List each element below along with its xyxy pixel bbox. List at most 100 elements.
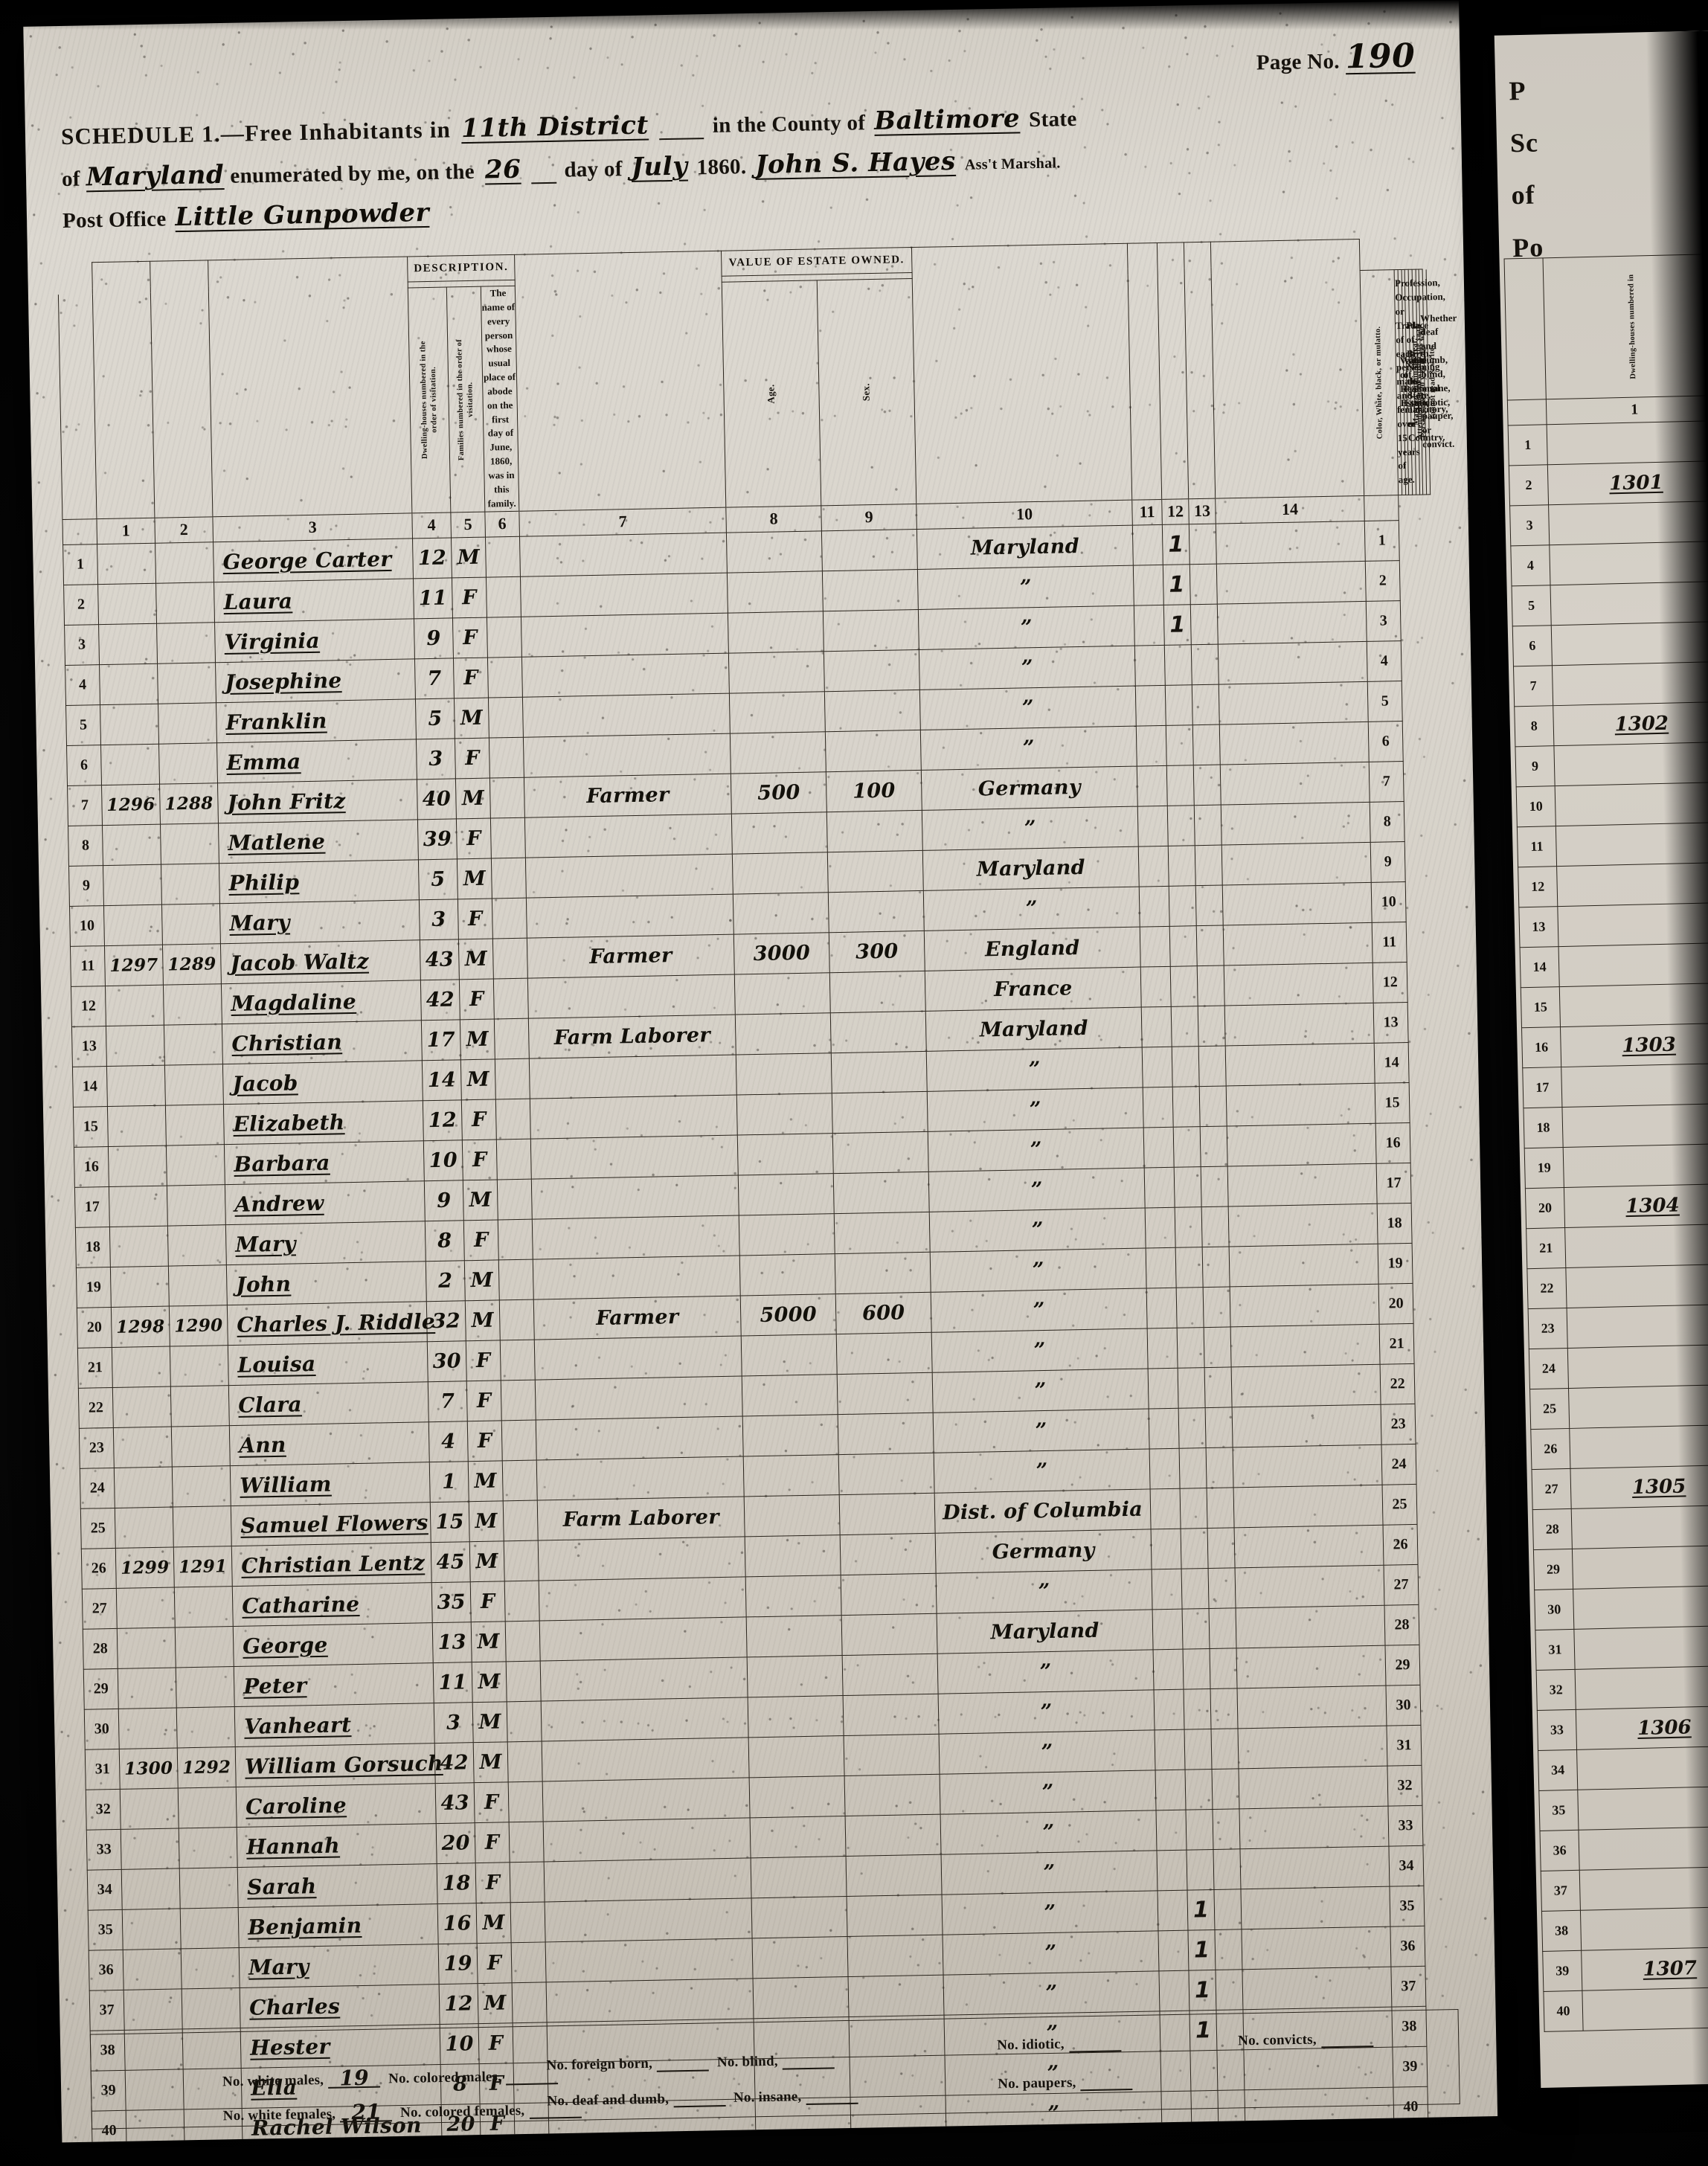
row-number-right: 30 [1386,1684,1422,1726]
row-number: 28 [83,1627,118,1669]
adjacent-table-row: 38 [1541,1906,1708,1952]
defective-status [1229,1243,1379,1287]
family-number [170,1345,229,1386]
row-number-right: 24 [1381,1443,1417,1485]
person-occupation [520,572,728,617]
person-age: 35 [431,1581,472,1623]
dwelling-number [115,1506,174,1548]
cannot-read-write [1192,684,1220,725]
tally-insane-label: No. insane, [733,2089,802,2106]
tally-deaf-dumb-label: No. deaf and dumb, [547,2091,670,2109]
person-color [510,1861,545,1903]
adjacent-row-number: 31 [1535,1629,1576,1671]
personal-estate-value [837,1372,934,1415]
cannot-read-write [1209,1607,1237,1649]
attended-school [1170,965,1198,1006]
person-color [511,1941,547,1983]
cannot-read-write [1208,1567,1236,1609]
person-occupation [536,1456,745,1500]
person-color [512,1982,548,2023]
adjacent-row-number: 28 [1532,1508,1573,1550]
person-sex: F [461,1099,497,1140]
row-number: 31 [85,1748,121,1790]
row-number: 36 [89,1949,124,1990]
attended-school [1186,1808,1214,1850]
tally-deaf-dumb-value [672,2090,726,2108]
birthplace: ” [919,685,1137,730]
dwelling-number [123,1948,182,1990]
person-color [488,696,524,738]
person-name: Mary [225,1221,426,1265]
adjacent-row-number: 40 [1543,1990,1584,2032]
row-number: 7 [67,785,103,826]
census-schedule-sheet: Page No. 190 SCHEDULE 1.—Free Inhabitants… [23,0,1498,2143]
scan-top-shadow [0,0,1708,30]
adjacent-row-number: 36 [1540,1830,1580,1871]
defective-status [1221,801,1371,845]
person-name: Clara [228,1381,429,1426]
dwelling-number [112,1386,172,1427]
row-number-right: 29 [1385,1644,1421,1685]
person-name: Jacob [222,1060,423,1105]
dwelling-number [118,1707,178,1749]
attended-school [1172,1086,1201,1127]
adjacent-row-number: 8 [1514,705,1554,747]
attended-school [1178,1407,1207,1448]
adjacent-row-number: 11 [1517,826,1557,867]
personal-estate-value [840,1532,937,1575]
family-number [163,983,222,1025]
colnum-6: 6 [484,510,520,537]
row-number-right: 31 [1387,1724,1422,1766]
defective-status [1231,1363,1381,1407]
dwelling-number [122,1908,182,1950]
page-number-label: Page No. [1256,49,1341,75]
personal-estate-value [845,1813,942,1857]
birthplace: ” [936,1569,1153,1613]
person-name: Charles [240,1984,440,2028]
personal-estate-value [839,1492,936,1535]
person-age: 11 [413,577,453,619]
colhdr-age: Age. [765,384,777,404]
family-number [156,622,216,663]
person-occupation [535,1375,743,1420]
cannot-read-write [1194,804,1222,846]
tally-convicts-label: No. convicts, [1238,2031,1317,2049]
row-number: 10 [69,905,105,946]
cannot-read-write [1205,1407,1233,1448]
defective-status [1241,1886,1390,1929]
married-within-year [1146,1287,1178,1328]
defective-status [1225,1042,1375,1086]
person-occupation: Farmer [533,1295,742,1340]
birthplace: Germany [935,1529,1152,1573]
personal-estate-value [824,649,920,692]
person-sex: F [452,617,488,658]
personal-estate-value [842,1653,939,1696]
county-value: Baltimore [873,103,1021,136]
tally-white-males-label: No. white males, [222,2072,324,2090]
dwelling-number [118,1667,177,1709]
adjacent-row-number: 21 [1526,1227,1566,1269]
person-color [492,897,527,939]
defective-status [1227,1163,1378,1206]
adjacent-row-number: 12 [1518,866,1558,907]
marshal-name: John S. Hayes [754,146,957,180]
adjacent-row-number: 1 [1508,424,1548,466]
person-occupation [531,1174,739,1219]
colnum-13: 13 [1188,498,1216,524]
person-name: Philip [219,859,420,904]
family-number [172,1465,231,1507]
real-estate-value [748,1735,845,1778]
attended-school [1180,1488,1208,1529]
birthplace: ” [923,886,1140,931]
personal-estate-value [835,1251,931,1294]
day-rule [531,161,557,184]
person-age: 30 [427,1340,467,1382]
married-within-year [1155,1729,1186,1770]
family-number [168,1264,228,1306]
person-occupation [522,692,731,737]
adjacent-row-number: 39 [1542,1950,1582,1992]
married-within-year [1141,1006,1172,1047]
person-color [507,1741,543,1782]
person-name: Andrew [225,1180,426,1225]
person-occupation [536,1415,744,1460]
